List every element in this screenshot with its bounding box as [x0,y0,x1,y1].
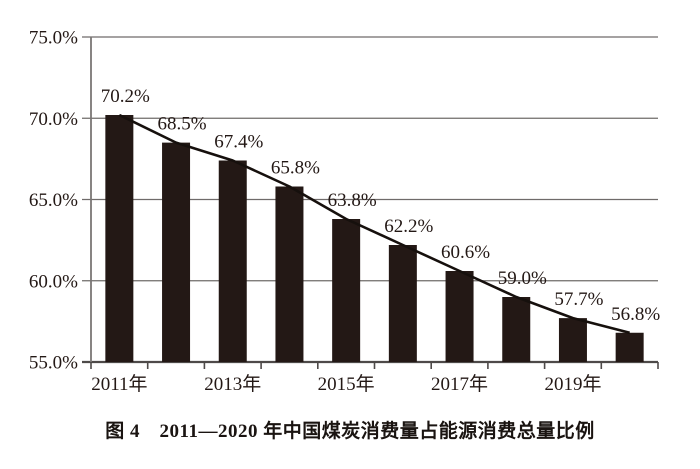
bar [218,160,247,362]
bar [105,115,134,362]
y-tick-label: 55.0% [29,353,78,374]
bar-value-label: 62.2% [384,216,433,237]
bar-value-label: 59.0% [498,268,547,289]
y-tick-label: 60.0% [29,271,78,292]
bar-value-label: 60.6% [441,242,490,263]
bar [388,245,417,362]
bar-value-label: 65.8% [271,158,320,179]
x-tick-label: 2011年 [91,373,147,395]
bar [615,332,644,362]
bar [502,297,531,362]
bar [275,186,304,362]
x-tick-label: 2017年 [431,373,488,395]
bar-value-label: 57.7% [554,289,603,310]
bar [332,219,361,362]
bar [162,142,191,362]
bar-value-label: 56.8% [611,304,660,325]
x-tick-label: 2013年 [204,373,261,395]
coal-share-bar-chart: 75.0% 70.0% 65.0% 60.0% 55.0% 70.2% 68.5% 67.4%… [29,28,660,396]
y-tick-label: 65.0% [29,190,78,211]
x-tick-label: 2015年 [318,373,375,395]
y-tick-label: 75.0% [29,28,78,49]
bar-value-label: 67.4% [214,132,263,153]
y-tick-label: 70.0% [29,109,78,130]
figure-caption: 图 4 2011—2020 年中国煤炭消费量占能源消费总量比例 [105,421,595,442]
bar-value-label: 63.8% [328,190,377,211]
bar [558,318,587,362]
bar-value-label: 68.5% [158,114,207,135]
bar-value-label: 70.2% [101,86,150,107]
bar [445,271,474,362]
x-tick-label: 2019年 [544,373,601,395]
trend-line [118,113,630,335]
